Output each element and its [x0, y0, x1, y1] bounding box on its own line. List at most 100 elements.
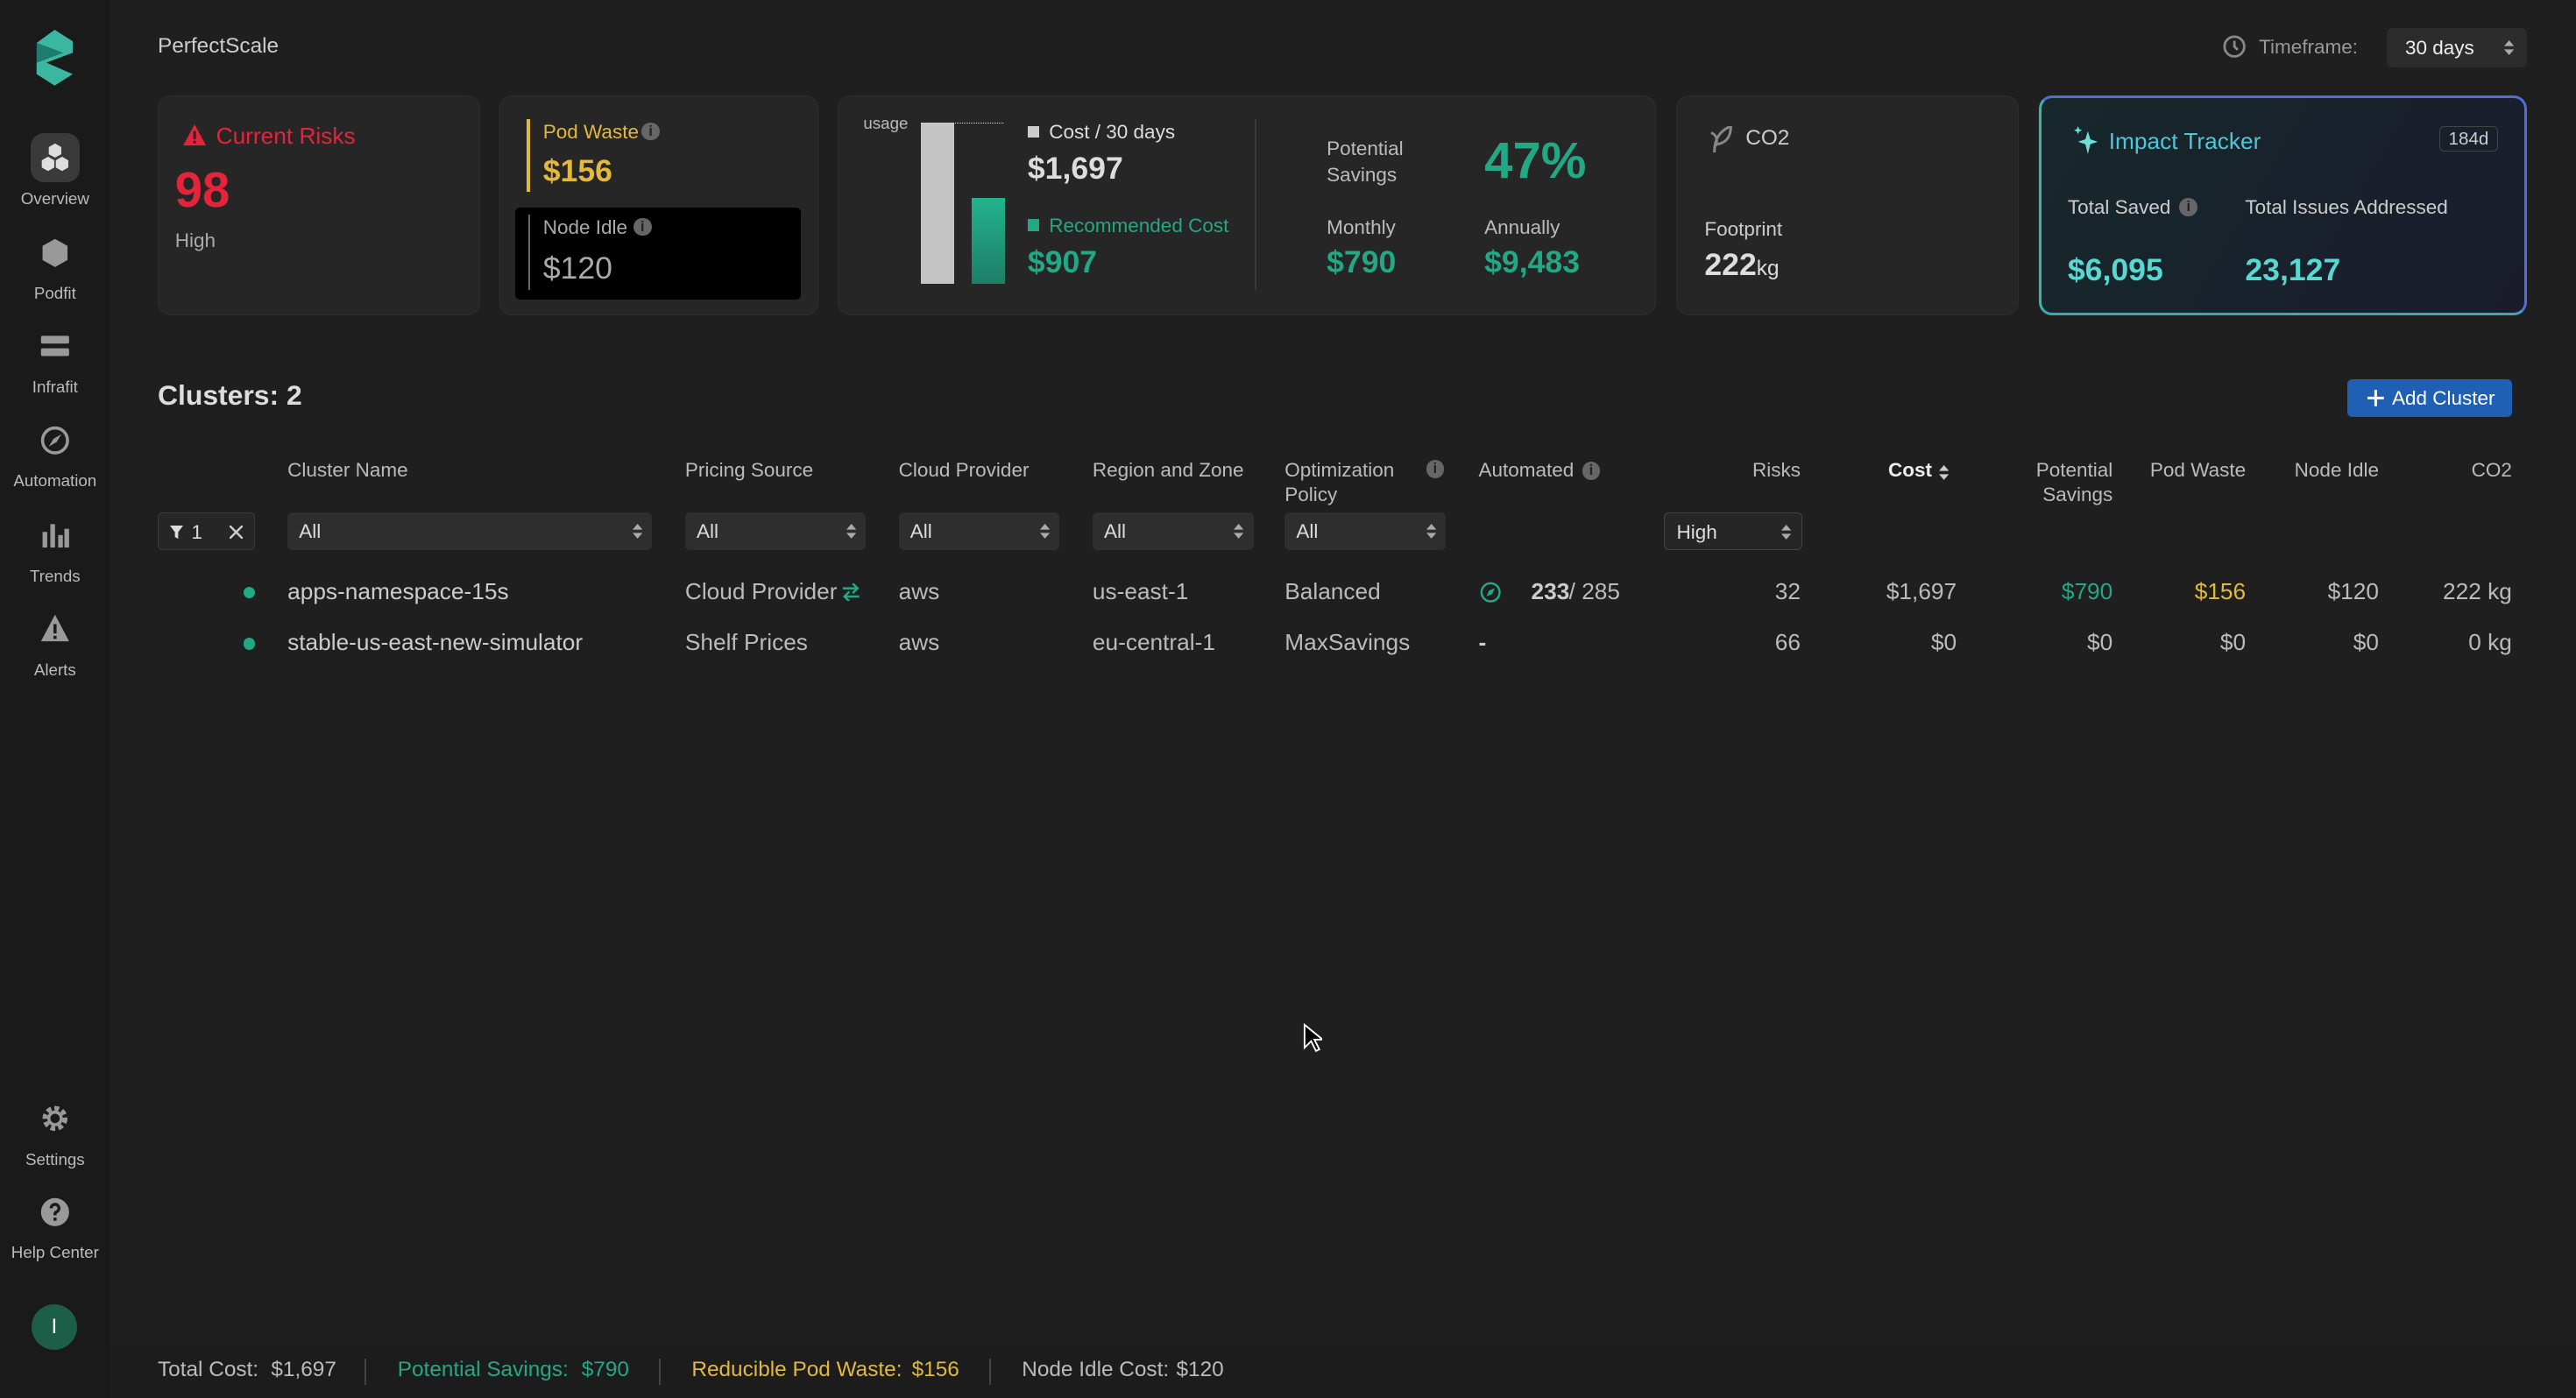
- clock-icon: [2223, 35, 2246, 59]
- info-icon[interactable]: i: [641, 122, 660, 141]
- filter-cluster-name[interactable]: All: [287, 512, 653, 551]
- risks-cell: 32: [1774, 578, 1801, 604]
- total-issues-label: Total Issues Addressed: [2245, 196, 2448, 219]
- filter-policy[interactable]: All: [1284, 512, 1446, 551]
- overview-icon: [30, 132, 80, 183]
- sidebar-item-infrafit[interactable]: Infrafit: [0, 322, 110, 398]
- leaf-icon: [1710, 125, 1732, 152]
- column-header-cluster-name[interactable]: Cluster Name: [287, 459, 408, 482]
- sidebar-item-trends[interactable]: Trends: [0, 511, 110, 586]
- total-saved-label: Total Saved: [2067, 196, 2171, 219]
- column-header-cloud-provider[interactable]: Cloud Provider: [898, 459, 1030, 482]
- info-icon[interactable]: i: [2179, 198, 2197, 216]
- filter-region[interactable]: All: [1092, 512, 1254, 551]
- co2-card[interactable]: CO2 Footprint 222kg: [1675, 95, 2020, 315]
- footer-potential-savings: $790: [581, 1357, 629, 1381]
- column-header-region[interactable]: Region and Zone: [1092, 459, 1244, 482]
- filter-icon: [170, 526, 184, 540]
- column-header-cost[interactable]: Cost: [1888, 459, 1932, 482]
- pricing-source-cell: Shelf Prices: [684, 629, 808, 656]
- cloud-provider-cell: aws: [898, 629, 940, 656]
- divider: [1254, 119, 1256, 290]
- risks-value: 98: [174, 161, 230, 217]
- pod-waste-card[interactable]: Pod Waste i $156 Node Idle i $120: [499, 95, 818, 315]
- filter-value: All: [909, 520, 932, 542]
- perfectscale-logo[interactable]: [33, 29, 76, 89]
- co2-cell: 0 kg: [2468, 629, 2512, 656]
- avatar[interactable]: I: [31, 1303, 78, 1351]
- filter-count-chip[interactable]: 1: [158, 512, 255, 551]
- node-idle-bar: [527, 214, 530, 290]
- cost-bar: [921, 122, 954, 284]
- node-idle-cell: $120: [2327, 578, 2379, 604]
- column-header-automated[interactable]: Automated: [1478, 459, 1575, 482]
- policy-cell: MaxSavings: [1284, 629, 1411, 656]
- pod-waste-label: Pod Waste: [542, 120, 639, 143]
- automated-count: 233: [1531, 578, 1570, 604]
- info-icon[interactable]: i: [1426, 460, 1445, 478]
- legend-swatch: [1027, 125, 1039, 138]
- column-header-risks[interactable]: Risks: [1752, 459, 1801, 482]
- column-header-node-idle[interactable]: Node Idle: [2294, 459, 2379, 482]
- co2-title: CO2: [1745, 125, 1790, 150]
- pod-waste-value: $156: [542, 153, 612, 189]
- sidebar: Overview Podfit Infrafit Automation Tren…: [0, 0, 110, 1398]
- divider: [658, 1358, 661, 1385]
- cluster-name-link[interactable]: apps-namespace-15s: [287, 578, 509, 604]
- status-dot: [243, 587, 255, 599]
- current-risks-card[interactable]: Current Risks 98 High: [158, 95, 480, 315]
- info-icon[interactable]: i: [633, 217, 652, 237]
- sidebar-item-alerts[interactable]: Alerts: [0, 604, 110, 680]
- select-arrows-icon: [1426, 524, 1436, 539]
- cluster-name-link[interactable]: stable-us-east-new-simulator: [287, 629, 584, 656]
- filter-value: All: [1296, 520, 1319, 542]
- column-header-pod-waste[interactable]: Pod Waste: [2149, 459, 2247, 482]
- clear-filters-icon[interactable]: [229, 526, 243, 540]
- monthly-label: Monthly: [1327, 215, 1396, 238]
- add-cluster-button[interactable]: Add Cluster: [2347, 379, 2512, 418]
- cost-value: $1,697: [1027, 150, 1123, 186]
- sidebar-item-podfit[interactable]: Podfit: [0, 229, 110, 304]
- automation-icon: [31, 415, 80, 464]
- automated-count: -: [1478, 629, 1487, 656]
- node-idle-box[interactable]: Node Idle i $120: [514, 208, 802, 300]
- plus-icon: [2367, 390, 2384, 407]
- column-header-potential-savings[interactable]: Potential Savings: [2035, 459, 2113, 506]
- sidebar-item-help-center[interactable]: Help Center: [0, 1188, 110, 1263]
- filter-cloud-provider[interactable]: All: [898, 512, 1060, 551]
- sparkle-icon: [2073, 125, 2098, 154]
- co2-value: 222kg: [1704, 247, 1779, 283]
- cost-card[interactable]: usage Cost / 30 days $1,697 Recommended …: [838, 95, 1656, 315]
- cost-cell: $0: [1930, 629, 1957, 656]
- column-header-pricing-source[interactable]: Pricing Source: [684, 459, 814, 482]
- recommended-cost-label: Recommended Cost: [1049, 214, 1229, 237]
- filter-risks[interactable]: High: [1664, 512, 1802, 551]
- help-icon: [31, 1188, 80, 1237]
- sidebar-item-overview[interactable]: Overview: [0, 132, 110, 208]
- filter-pricing-source[interactable]: All: [684, 512, 867, 551]
- select-arrows-icon: [1039, 524, 1051, 539]
- policy-cell: Balanced: [1284, 578, 1381, 604]
- sidebar-item-label: Trends: [29, 566, 81, 585]
- filter-value: All: [299, 520, 322, 542]
- region-cell: us-east-1: [1092, 578, 1189, 604]
- timeframe-select[interactable]: 30 days: [2387, 27, 2527, 67]
- column-header-policy[interactable]: Optimization Policy: [1284, 459, 1395, 506]
- info-icon[interactable]: i: [1582, 461, 1601, 480]
- impact-tracker-card[interactable]: Impact Tracker 184d Total Saved i $6,095…: [2038, 95, 2527, 315]
- savings-cell: $790: [2061, 578, 2113, 604]
- footer-summary: Total Cost: $1,697 Potential Savings: $7…: [110, 1345, 2576, 1398]
- monthly-value: $790: [1327, 244, 1397, 279]
- annually-label: Annually: [1484, 215, 1560, 238]
- sidebar-item-automation[interactable]: Automation: [0, 415, 110, 491]
- warning-icon: [183, 124, 207, 145]
- risks-cell: 66: [1774, 629, 1801, 656]
- recommended-cost-value: $907: [1027, 244, 1098, 279]
- sidebar-item-settings[interactable]: Settings: [0, 1094, 110, 1169]
- swap-icon[interactable]: [841, 582, 861, 602]
- sort-icon[interactable]: [1938, 464, 1949, 480]
- footer-pod-waste-label: Reducible Pod Waste:: [691, 1357, 902, 1381]
- column-header-co2[interactable]: CO2: [2471, 459, 2512, 482]
- footprint-label: Footprint: [1704, 217, 1783, 240]
